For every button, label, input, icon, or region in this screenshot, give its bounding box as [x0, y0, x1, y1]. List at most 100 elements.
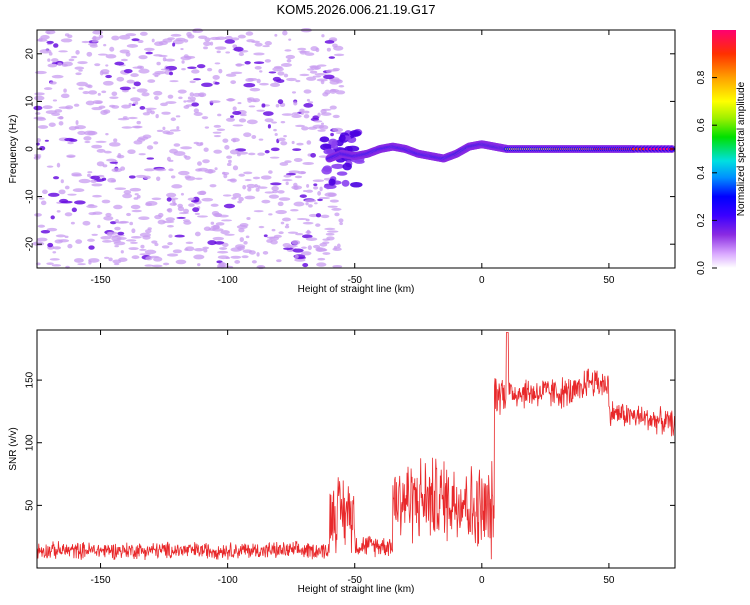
spectrogram-noise-cell — [284, 160, 292, 164]
spectrogram-noise-cell — [78, 178, 91, 184]
spectrogram-noise-cell — [97, 224, 101, 229]
spectrogram-noise-cell — [327, 205, 338, 208]
spectrogram-noise-cell — [216, 50, 221, 54]
spectrogram-noise-cell — [107, 177, 116, 183]
spectrogram-noise-cell — [172, 42, 176, 47]
spectrogram-noise-cell — [213, 134, 221, 138]
spectrogram-noise-cell — [70, 55, 78, 59]
spectrogram-y-label: Frequency (Hz) — [8, 115, 19, 184]
spectrogram-noise-cell — [156, 176, 161, 182]
spectrogram-noise-cell — [322, 238, 331, 241]
spectrogram-noise-cell — [145, 51, 153, 55]
spectrogram-noise-cell — [256, 78, 261, 84]
spectrogram-noise-cell — [34, 213, 42, 217]
spectrogram-noise-cell — [274, 33, 278, 37]
spectrogram-noise-cell — [169, 129, 181, 132]
spectrogram-noise-cell — [129, 187, 142, 192]
spectrogram-noise-cell — [331, 140, 338, 146]
spectrogram-noise-cell — [134, 101, 139, 105]
spectrogram-noise-cell — [326, 230, 339, 233]
spectrogram-noise-cell — [225, 51, 231, 54]
spectrogram-noise-cell — [290, 208, 299, 212]
spectrogram-noise-cell — [84, 140, 91, 144]
spectrogram-noise-cell — [175, 259, 187, 265]
spectrogram-noise-cell — [162, 57, 167, 62]
spectrogram-noise-cell — [209, 100, 221, 104]
spectrogram-noise-cell — [136, 88, 148, 93]
spectrogram-noise-cell — [153, 54, 163, 57]
snr-y-tick-label: 100 — [25, 434, 36, 451]
spectrogram-noise-cell — [248, 105, 256, 108]
spectrogram-noise-cell — [192, 28, 204, 34]
spectrogram-noise-cell — [154, 242, 159, 247]
spectrogram-noise-cell — [286, 245, 298, 248]
spectrogram-noise-cell — [34, 70, 47, 75]
spectrogram-noise-cell — [307, 68, 314, 71]
spectrogram-noise-cell — [271, 121, 278, 124]
spectrogram-noise-cell — [105, 74, 112, 79]
spectrogram-noise-cell — [310, 152, 316, 158]
spectrogram-noise-cell — [103, 43, 107, 47]
spectrogram-ridge — [325, 140, 676, 163]
snr-y-label: SNR (v/v) — [8, 427, 19, 470]
spectrogram-noise-cell — [294, 175, 303, 179]
spectrogram-noise-cell — [320, 214, 330, 219]
spectrogram-noise-cell — [36, 237, 48, 242]
spectrogram-y-ticks: -20 -10 0 10 20 — [25, 48, 675, 251]
spectrogram-noise-cell — [127, 149, 136, 155]
spectrogram-noise-cell — [330, 144, 339, 150]
spectrogram-noise-cell — [304, 52, 315, 56]
spectrogram-noise-cell — [33, 154, 42, 157]
spectrogram-noise-cell — [283, 134, 287, 138]
snr-x-tick-label: -50 — [348, 575, 363, 586]
spectrogram-noise-cell — [268, 71, 277, 74]
spectrogram-noise-cell — [60, 179, 64, 184]
spectrogram-noise-cell — [111, 91, 118, 96]
spectrogram-noise-cell — [140, 244, 145, 249]
spectrogram-noise-cell — [115, 219, 119, 224]
spectrogram-noise-cell — [72, 188, 85, 193]
spectrogram-noise-cell — [85, 84, 91, 88]
spectrogram-noise-cell — [105, 132, 109, 136]
spectrogram-noise-cell — [120, 58, 128, 62]
snr-y-tick-label: 50 — [25, 499, 36, 511]
spectrogram-noise-cell — [75, 120, 79, 125]
spectrogram-noise-cell — [39, 145, 46, 151]
spectrogram-noise-cell — [203, 41, 211, 47]
spectrogram-noise-cell — [185, 241, 194, 245]
spectrogram-noise-cell — [219, 247, 228, 250]
spectrogram-noise-cell — [193, 112, 203, 117]
spectrogram-noise-cell — [320, 122, 325, 126]
spectrogram-noise-cell — [118, 257, 128, 262]
spectrogram-noise-cell — [47, 63, 58, 68]
spectrogram-noise-cell — [166, 225, 174, 228]
spectrogram-noise-cell — [297, 47, 307, 51]
spectrogram-noise-cell — [232, 110, 242, 115]
spectrogram-noise-cell — [56, 162, 61, 168]
spectrogram-noise-cell — [266, 239, 273, 243]
spectrogram-noise-cell — [81, 40, 90, 44]
colorbar-tick-label: 0.0 — [696, 261, 707, 275]
spectrogram-noise-cell — [187, 66, 197, 69]
spectrogram-noise-cell — [277, 201, 284, 207]
spectrogram-noise-cell — [303, 110, 310, 114]
spectrogram-noise-cell — [291, 140, 295, 145]
spectrogram-noise-cell — [256, 252, 260, 257]
spectrogram-noise-cell — [303, 114, 310, 119]
spectrogram-noise-cell — [102, 80, 114, 86]
spectrogram-noise-cell — [128, 175, 136, 179]
spectrogram-noise-cell — [157, 219, 166, 225]
spectrogram-noise-cell — [271, 186, 279, 191]
spectrogram-noise-cell — [162, 126, 166, 131]
spectrogram-noise-cell — [312, 124, 325, 129]
spectrogram-noise-cell — [264, 150, 270, 154]
spectrogram-noise-cell — [231, 197, 237, 200]
spectrogram-noise-cell — [87, 173, 91, 178]
spectrogram-noise-cell — [288, 170, 301, 174]
spectrogram-noise-cell — [249, 87, 261, 92]
spectrogram-noise-cell — [77, 130, 86, 135]
spectrogram-noise-cell — [292, 112, 300, 116]
spectrogram-noise-cell — [116, 236, 127, 240]
spectrogram-noise-cell — [262, 250, 269, 255]
spectrogram-noise-cell — [220, 262, 225, 265]
